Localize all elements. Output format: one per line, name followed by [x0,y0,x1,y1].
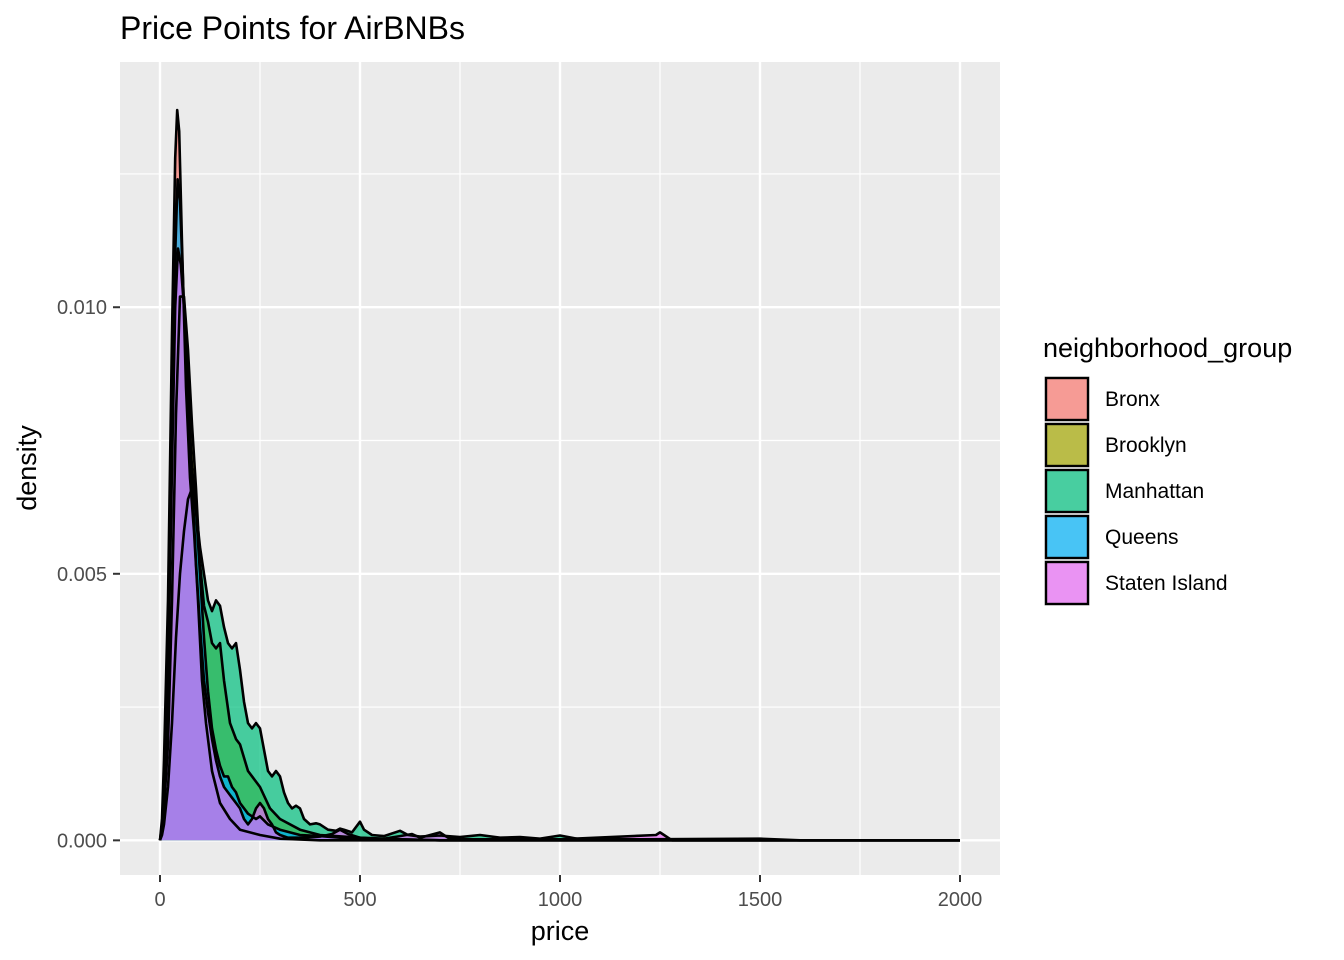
legend-item-queens: Queens [1044,514,1179,560]
y-tick-label: 0.000 [57,830,107,852]
legend-swatch-staten-island [1044,560,1090,606]
chart-title: Price Points for AirBNBs [120,10,465,46]
x-axis: 0 500 1000 1500 2000 [154,875,982,911]
x-tick-label: 0 [154,889,165,911]
plot-panel [120,62,1000,875]
legend-swatch-queens [1044,514,1090,560]
legend-item-manhattan: Manhattan [1044,468,1204,514]
legend-swatch-brooklyn [1044,422,1090,468]
legend-label-bronx: Bronx [1105,388,1160,411]
x-tick-label: 2000 [938,889,983,911]
y-axis-title: density [12,425,42,511]
legend-swatch-bronx [1044,376,1090,422]
y-tick-label: 0.010 [57,297,107,319]
y-axis: 0.000 0.005 0.010 [57,297,120,852]
legend-items: Bronx Brooklyn Manhattan Queens Staten Islan… [1044,376,1228,606]
legend: neighborhood_group Bronx Brooklyn Manhatta… [1043,333,1292,606]
x-axis-title: price [531,916,590,946]
legend-item-bronx: Bronx [1044,376,1160,422]
density-outline-queens [158,178,960,842]
x-tick-label: 1500 [738,889,783,911]
legend-item-staten-island: Staten Island [1044,560,1228,606]
x-tick-label: 1000 [538,889,583,911]
legend-label-staten-island: Staten Island [1105,572,1228,595]
y-tick-label: 0.005 [57,564,107,586]
legend-label-queens: Queens [1105,526,1179,549]
major-gridlines [120,62,1000,875]
density-outline-brooklyn [158,295,960,842]
legend-swatch-manhattan [1044,468,1090,514]
legend-label-manhattan: Manhattan [1105,480,1204,503]
x-tick-label: 500 [343,889,376,911]
density-outline-staten-island [158,247,960,842]
density-outlines [158,108,960,842]
legend-item-brooklyn: Brooklyn [1044,422,1187,468]
legend-title: neighborhood_group [1043,333,1292,363]
legend-label-brooklyn: Brooklyn [1105,434,1187,457]
